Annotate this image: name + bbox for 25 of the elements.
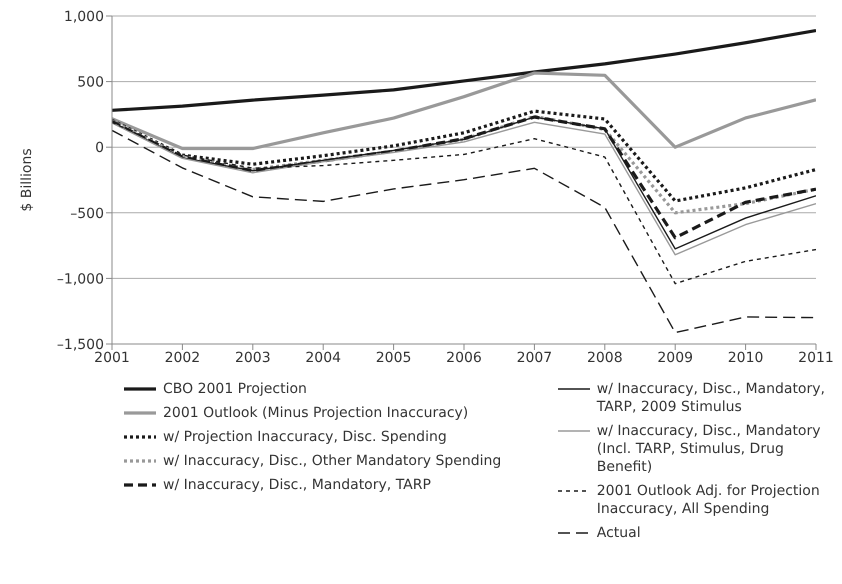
y-tick-label: –500 [70, 206, 104, 222]
x-tick-label: 2003 [234, 350, 271, 366]
x-tick-label: 2007 [516, 350, 552, 366]
legend-label: w/ Inaccuracy, Disc., Other Mandatory Spending [163, 452, 502, 470]
x-tick-label: 2005 [376, 350, 412, 366]
y-tick-label: 1,000 [64, 8, 104, 25]
legend-label: Actual [596, 524, 641, 542]
x-tick-label: 2004 [305, 350, 342, 366]
y-tick-label: 0 [95, 140, 104, 156]
legend-label: w/ Inaccuracy, Disc., Mandatory, TARP [163, 476, 431, 494]
legend-label: w/ Projection Inaccuracy, Disc. Spending [163, 428, 447, 446]
x-tick-label: 2010 [728, 350, 764, 366]
x-tick-label: 2009 [657, 350, 694, 366]
x-tick-label: 2006 [446, 350, 482, 366]
legend-label: 2001 Outlook (Minus Projection Inaccuracy) [163, 404, 468, 422]
legend-label: CBO 2001 Projection [163, 380, 307, 398]
x-tick-label: 2008 [586, 350, 623, 366]
legend-label: 2001 Outlook Adj. for Projection Inaccuracy, All Spending [596, 482, 821, 518]
y-tick-label: –1,000 [56, 271, 104, 288]
legend-label: w/ Inaccuracy, Disc., Mandatory, TARP, 2009 Stimulus [596, 380, 826, 416]
y-axis-title: $ Billions [18, 148, 35, 212]
x-tick-label: 2002 [164, 350, 200, 366]
x-tick-label: 2011 [798, 350, 834, 366]
legend-label: w/ Inaccuracy, Disc., Mandatory (Incl. TARP, Stimulus, Drug Benefit) [596, 422, 822, 476]
y-tick-label: 500 [77, 74, 104, 91]
